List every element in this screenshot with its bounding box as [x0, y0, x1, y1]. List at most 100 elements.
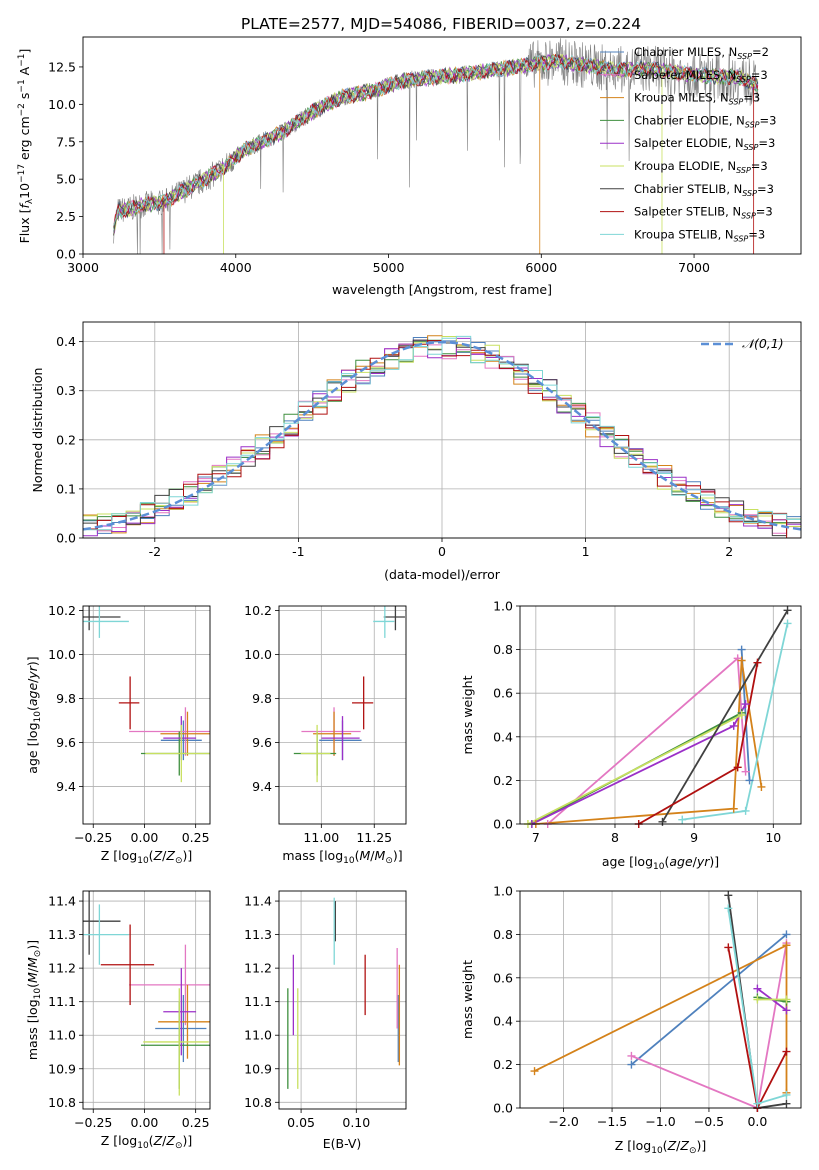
y-tick-label: 10.0	[244, 647, 272, 662]
plot-area	[83, 891, 210, 1096]
axes-frame	[519, 890, 802, 1109]
y-tick-label: 0.3	[56, 383, 76, 398]
x-tick-label: 7	[532, 830, 540, 845]
axes-frame	[82, 36, 802, 255]
axes-frame	[82, 321, 802, 539]
y-tick-label: 10.9	[244, 1061, 272, 1076]
y-tick-label: 10.8	[48, 1095, 76, 1110]
y-tick-label: 9.8	[56, 691, 76, 706]
y-tick-label: 0.2	[493, 773, 513, 788]
residual-histogram	[83, 337, 801, 537]
x-tick-label: -1	[292, 544, 304, 559]
weight-line	[535, 660, 763, 824]
y-tick-label: 0.8	[493, 927, 513, 942]
weight-marker	[745, 776, 754, 785]
weight-marker	[782, 1090, 791, 1099]
x-tick-label: 0.00	[131, 1115, 159, 1130]
x-tick-label: −1.5	[597, 1114, 627, 1129]
y-tick-label: 9.4	[252, 779, 272, 794]
weight-marker	[737, 711, 746, 719]
x-tick-label: 9	[690, 830, 698, 845]
panel-z-mass: −0.25 0.00 0.25 10.8 10.9 11.0 11.1 11.2 11.3 11.…	[25, 890, 211, 1151]
y-tick-label: 9.6	[252, 735, 272, 750]
weight-marker	[678, 815, 687, 824]
weight-line	[630, 933, 788, 1066]
y-tick-label: 11.0	[48, 1028, 76, 1043]
y-tick-label: 11.4	[244, 894, 272, 909]
legend-entry: Kroupa ELODIE, NSSP=3	[634, 159, 768, 175]
x-tick-label: −2.0	[548, 1114, 578, 1129]
y-tick-label: 0.6	[493, 970, 513, 985]
panel-age-weight: 7 8 9 10 0.0 0.2 0.4 0.6 0.8 1.0 age [log10(age/yr…	[460, 599, 802, 872]
x-tick-label: −0.5	[694, 1114, 724, 1129]
x-tick-label: 0.25	[182, 830, 210, 845]
y-tick-label: 11.4	[48, 894, 76, 909]
weight-marker	[782, 1006, 791, 1015]
weight-line	[727, 947, 788, 1108]
y-tick-label: 11.2	[48, 961, 76, 976]
y-tick-label: 1.0	[493, 599, 513, 614]
panel-ebv-mass: 0.05 0.10 10.8 10.9 11.0 11.1 11.2 11.3 11.4	[244, 890, 407, 1130]
weight-marker	[782, 941, 791, 950]
x-tick-label: 3000	[67, 260, 99, 275]
x-tick-label: 0.00	[131, 830, 159, 845]
legend-entry: Salpeter ELODIE, NSSP=3	[634, 136, 775, 152]
legend-entry: Salpeter MILES, NSSP=3	[634, 68, 768, 84]
y-tick-label: 9.8	[252, 691, 272, 706]
y-tick-label: 0.0	[493, 817, 513, 832]
panel-mass-age: 11.00 11.25 9.4 9.6 9.8 10.0 10.2 mass [log10(M…	[244, 603, 407, 866]
x-axis-label: age [log10(age/yr)]	[602, 854, 719, 872]
axes-frame	[82, 890, 211, 1110]
model-spectrum-line	[113, 54, 759, 226]
legend-entry: 𝒩(0,1)	[742, 336, 784, 351]
weight-marker	[729, 804, 738, 813]
x-tick-label: 0.0	[747, 1114, 767, 1129]
y-tick-label: 11.3	[244, 927, 272, 942]
weight-marker	[753, 984, 762, 993]
y-tick-label: 0.0	[56, 531, 76, 546]
y-tick-label: 11.2	[244, 961, 272, 976]
x-tick-label: 8	[611, 830, 619, 845]
y-tick-label: 10.9	[48, 1061, 76, 1076]
y-tick-label: 0.8	[493, 642, 513, 657]
y-axis-label: age [log10(age/yr)]	[25, 656, 43, 773]
x-axis-label: E(B-V)	[323, 1136, 362, 1151]
y-tick-label: 0.2	[56, 432, 76, 447]
weight-marker	[627, 1060, 636, 1069]
panel-z-weight: −2.0 −1.5 −1.0 −0.5 0.0 0.0 0.2 0.4 0.6 0.8 1.0 Z […	[460, 884, 802, 1156]
y-tick-label: 7.5	[56, 134, 76, 149]
y-tick-label: 11.3	[48, 927, 76, 942]
x-tick-label: 5000	[373, 260, 405, 275]
plot-area	[527, 609, 789, 824]
weight-marker	[783, 606, 792, 615]
plot-area	[293, 606, 405, 783]
weight-marker	[530, 1067, 539, 1076]
x-tick-label: 11.25	[356, 830, 392, 845]
x-tick-label: 0.10	[342, 1115, 370, 1130]
x-axis-label: wavelength [Angstrom, rest frame]	[332, 282, 552, 297]
x-axis-label: mass [log10(M/M⊙)]	[282, 848, 402, 866]
y-tick-label: 0.2	[493, 1057, 513, 1072]
y-tick-label: 10.2	[48, 603, 76, 618]
plot-area	[83, 335, 801, 538]
x-tick-label: −0.25	[74, 830, 112, 845]
legend-entry: Chabrier STELIB, NSSP=3	[634, 182, 774, 198]
y-axis-label: mass [log10(M/M⊙)]	[25, 940, 43, 1060]
weight-line	[727, 895, 787, 1108]
weight-marker	[737, 645, 746, 654]
plot-area	[287, 897, 401, 1089]
residual-histogram	[83, 335, 801, 531]
x-tick-label: 0.25	[182, 1115, 210, 1130]
weight-marker	[729, 721, 738, 730]
panel-spectrum: 3000 4000 5000 6000 7000 0.0 2.5 5.0 7.5 10.0 12.5…	[17, 36, 802, 297]
y-tick-label: 10.0	[48, 647, 76, 662]
y-axis-label: Flux [fλ10−17 erg cm−2 s−1 A−1]	[17, 49, 35, 244]
x-axis-label: Z [log10(Z/Z⊙)]	[615, 1138, 707, 1156]
weight-marker	[782, 1047, 791, 1056]
y-tick-label: 0.1	[56, 481, 76, 496]
weight-marker	[733, 763, 742, 772]
weight-marker	[741, 700, 750, 709]
legend-entry: Chabrier ELODIE, NSSP=3	[634, 113, 776, 129]
x-tick-label: 0	[438, 544, 446, 559]
weight-marker	[757, 782, 766, 791]
